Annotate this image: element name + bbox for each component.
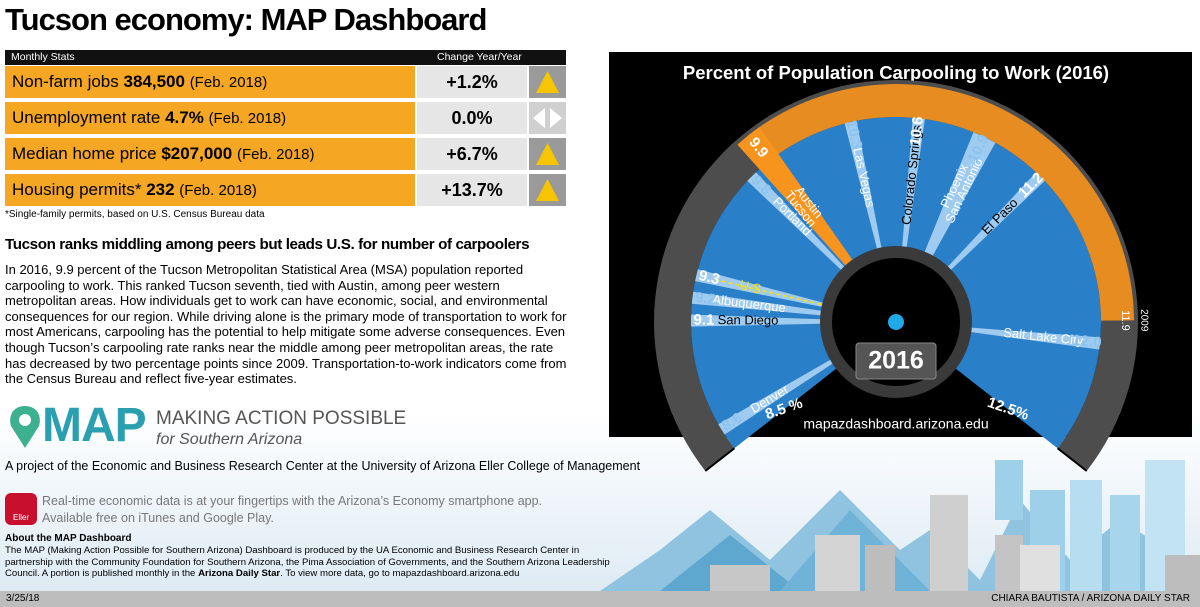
stat-value: 232 (146, 180, 175, 199)
city-name: U.S. (738, 277, 766, 297)
value-label: 9.1 (694, 312, 715, 329)
stat-value: 384,500 (123, 72, 185, 91)
stat-row: Unemployment rate 4.7% (Feb. 2018) 0.0% (5, 102, 566, 134)
stat-label: Housing permits* 232 (Feb. 2018) (5, 174, 415, 206)
year-label: 2016 (868, 347, 924, 375)
stat-label: Median home price $207,000 (Feb. 2018) (5, 138, 415, 170)
stat-row: Housing permits* 232 (Feb. 2018) +13.7% (5, 174, 566, 206)
logo-mark: MAP (42, 399, 147, 452)
stat-date: (Feb. 2018) (179, 182, 257, 199)
year-display (855, 342, 937, 380)
stat-date: (Feb. 2018) (208, 110, 287, 127)
footer-bar: 3/25/18 CHIARA BAUTISTA / ARIZONA DAILY … (0, 591, 1200, 607)
stat-row: Median home price $207,000 (Feb. 2018) +6… (5, 138, 566, 170)
city-wedge (844, 120, 882, 250)
up-arrow (536, 143, 559, 165)
right-arrow (550, 108, 562, 128)
app-line: Real-time economic data is at your finge… (42, 494, 543, 508)
stat-change: 0.0% (417, 102, 527, 134)
stat-label: Non-farm jobs 384,500 (Feb. 2018) (5, 66, 415, 98)
about-text: The MAP (Making Action Possible for Sout… (5, 545, 610, 579)
value-label: 12.0 (1072, 332, 1103, 352)
chart-title: Percent of Population Carpooling to Work… (683, 62, 1109, 83)
tick-mark (1056, 447, 1088, 472)
skyline (600, 460, 1200, 591)
about-text: . To view more data, go to mapazdashboar… (280, 568, 520, 579)
city-wedge (691, 314, 822, 327)
stat-label: Unemployment rate 4.7% (Feb. 2018) (5, 102, 415, 134)
city-wedge (902, 117, 925, 248)
project-line: A project of the Economic and Business R… (5, 459, 641, 473)
up-arrow (536, 179, 559, 201)
city-wedge (737, 127, 853, 267)
gauge-ring (654, 80, 1138, 471)
logo-tagline: for Southern Arizona (156, 431, 303, 448)
app-icon: Eller (5, 493, 37, 525)
stat-row: Non-farm jobs 384,500 (Feb. 2018) +1.2% (5, 66, 566, 98)
trend-icon (529, 174, 566, 206)
city-wedge (924, 132, 996, 257)
city-name: San Diego (718, 312, 779, 327)
stat-name: Housing permits* (12, 180, 142, 199)
stat-date: (Feb. 2018) (236, 146, 315, 163)
city-wedge (747, 172, 845, 271)
reference-label: 2009 (1138, 309, 1149, 332)
city-wedge (718, 359, 834, 435)
stat-name: Median home price (12, 144, 157, 163)
stats-note: *Single-family permits, based on U.S. Ce… (5, 209, 265, 220)
stat-value: 4.7% (165, 108, 204, 127)
stat-date: (Feb. 2018) (189, 74, 268, 91)
stat-name: Unemployment rate (12, 108, 161, 127)
stats-header: Monthly Stats Change Year/Year (5, 50, 566, 65)
about-bold: Arizona Daily Star (198, 568, 281, 579)
stat-change: +1.2% (417, 66, 527, 98)
header-cell: Change Year/Year (437, 51, 522, 63)
chart-url: mapazdashboard.arizona.edu (803, 416, 988, 432)
app-line: Available free on iTunes and Google Play… (42, 511, 274, 525)
about-body: The MAP (Making Action Possible for Sout… (5, 545, 625, 580)
city-wedge (947, 172, 1045, 271)
trend-icon (529, 138, 566, 170)
left-arrow (533, 108, 545, 128)
decline-arc (748, 84, 1134, 321)
value-label: 10.3 (842, 119, 865, 151)
up-arrow (536, 71, 559, 93)
article-body: In 2016, 9.9 percent of the Tucson Metro… (5, 262, 567, 387)
logo-pin (10, 406, 40, 448)
footer-date: 3/25/18 (6, 593, 40, 604)
value-label: 10.6 (907, 116, 927, 147)
logo-name: MAKING ACTION POSSIBLE (156, 408, 407, 429)
value-label: 9.3 (697, 267, 721, 288)
page-title: Tucson economy: MAP Dashboard (5, 2, 487, 37)
trend-icon (529, 102, 566, 134)
stat-change: +13.7% (417, 174, 527, 206)
tick-mark (704, 447, 736, 472)
city-wedge (970, 327, 1101, 350)
hub (888, 314, 904, 330)
article-heading: Tucson ranks middling among peers but le… (5, 236, 530, 253)
trend-icon (529, 66, 566, 98)
about-heading: About the MAP Dashboard (5, 533, 132, 544)
value-label: 9.2 (694, 289, 717, 308)
stat-name: Non-farm jobs (12, 72, 119, 91)
stat-change: +6.7% (417, 138, 527, 170)
reference-value: 11.9 (1119, 310, 1131, 331)
city-wedge (691, 291, 822, 316)
stat-value: $207,000 (161, 144, 233, 163)
header-cell: Monthly Stats (11, 51, 75, 63)
footer-credit: CHIARA BAUTISTA / ARIZONA DAILY STAR (991, 593, 1190, 604)
